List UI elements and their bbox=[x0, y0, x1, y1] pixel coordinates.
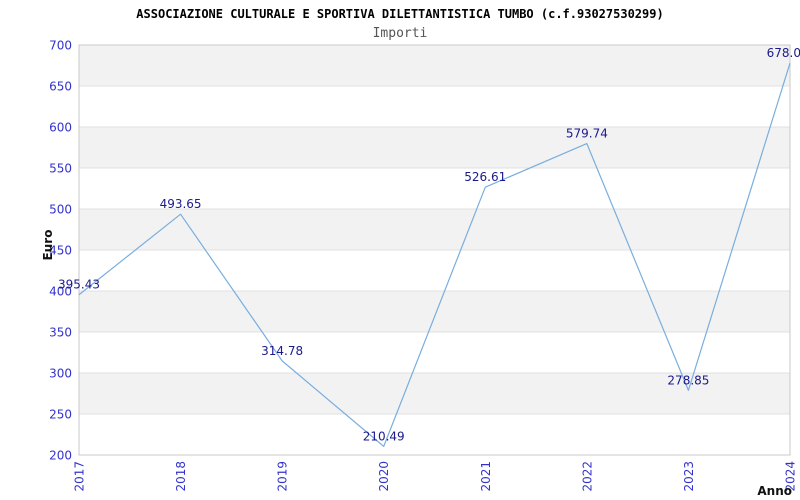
x-tick-label: 2023 bbox=[682, 461, 696, 492]
plot-border bbox=[78, 44, 791, 456]
data-point-label: 395.43 bbox=[58, 278, 100, 292]
x-tick-label: 2020 bbox=[377, 461, 391, 492]
y-tick-label: 250 bbox=[49, 408, 72, 422]
band-stripe bbox=[79, 373, 790, 414]
data-point-label: 278.85 bbox=[667, 373, 709, 387]
x-axis-title: Anno bbox=[757, 484, 792, 498]
band-stripe bbox=[79, 127, 790, 168]
x-tick-label: 2017 bbox=[73, 461, 87, 492]
data-point-label: 579.74 bbox=[566, 127, 608, 141]
band-stripe bbox=[79, 291, 790, 332]
band-stripe bbox=[79, 45, 790, 86]
y-tick-label: 350 bbox=[49, 326, 72, 340]
chart-title: ASSOCIAZIONE CULTURALE E SPORTIVA DILETT… bbox=[136, 7, 664, 21]
y-tick-label: 550 bbox=[49, 162, 72, 176]
data-point-label: 526.61 bbox=[464, 170, 506, 184]
data-line bbox=[78, 62, 791, 447]
band-stripe bbox=[79, 209, 790, 250]
y-tick-label: 600 bbox=[49, 121, 72, 135]
y-tick-label: 650 bbox=[49, 80, 72, 94]
chart-subtitle: Importi bbox=[372, 26, 428, 41]
x-tick-label: 2022 bbox=[580, 461, 594, 492]
x-tick-label: 2024 bbox=[784, 461, 798, 492]
data-point-label: 678.0 bbox=[767, 46, 800, 60]
y-axis-title: Euro bbox=[41, 230, 55, 261]
y-tick-label: 300 bbox=[49, 367, 72, 381]
x-tick-label: 2018 bbox=[174, 461, 188, 492]
y-tick-label: 400 bbox=[49, 285, 72, 299]
data-point-label: 493.65 bbox=[160, 197, 202, 211]
y-tick-label: 500 bbox=[49, 203, 72, 217]
y-tick-label: 200 bbox=[49, 449, 72, 463]
data-point-label: 210.49 bbox=[363, 429, 405, 443]
data-point-label: 314.78 bbox=[261, 344, 303, 358]
y-tick-label: 450 bbox=[49, 244, 72, 258]
x-tick-label: 2021 bbox=[479, 461, 493, 492]
x-tick-label: 2019 bbox=[276, 461, 290, 492]
y-tick-label: 700 bbox=[49, 39, 72, 53]
